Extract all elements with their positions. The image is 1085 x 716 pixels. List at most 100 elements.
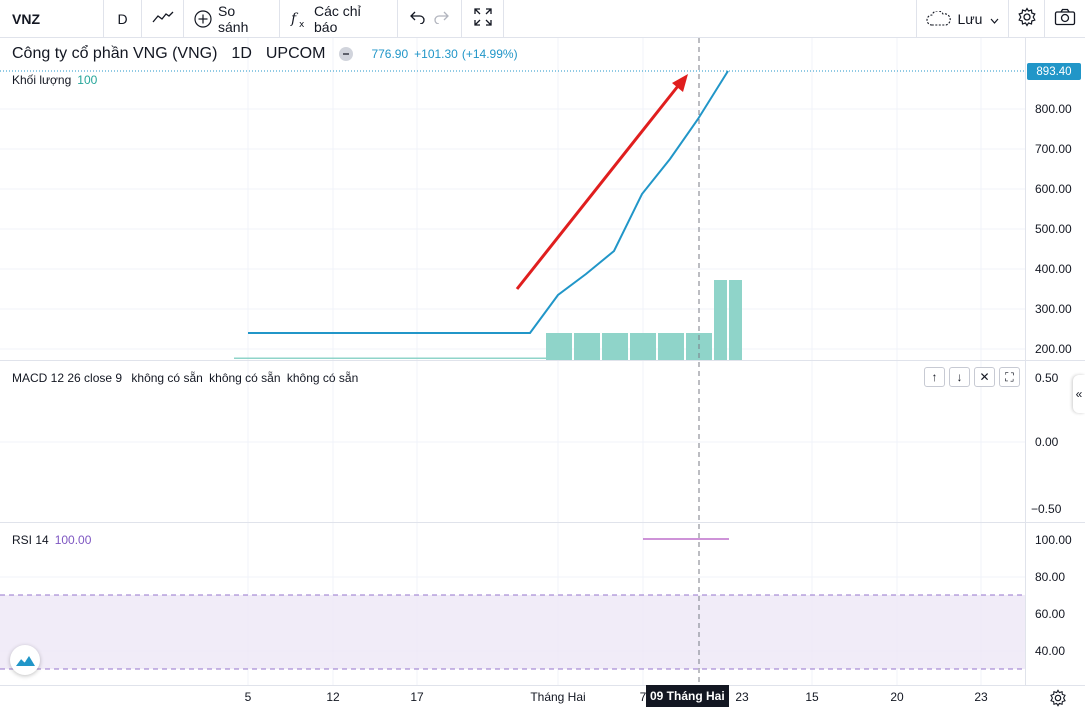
legend-exchange: UPCOM	[265, 45, 326, 62]
hide-legend-icon[interactable]	[339, 47, 354, 61]
interval-button[interactable]: D	[104, 0, 142, 37]
volume-bar	[602, 333, 628, 360]
price-tick: 200.00	[1035, 342, 1072, 356]
logo-icon[interactable]	[10, 645, 40, 675]
macd-scale-tick: −0.50	[1031, 502, 1062, 516]
macd-scale-tick: 0.00	[1035, 435, 1059, 449]
volume-label: Khối lượng	[12, 73, 72, 87]
toolbar-spacer	[504, 0, 917, 37]
close-icon: ✕	[979, 370, 990, 384]
time-tick: 15	[805, 690, 819, 704]
legend-change: +101.30	[414, 47, 458, 61]
chart-line-icon	[152, 10, 174, 27]
move-pane-down-button[interactable]: ↓	[949, 367, 970, 387]
compare-label: So sánh	[218, 2, 249, 35]
pane-controls: ↑ ↓ ✕ ⛶	[924, 367, 1020, 387]
volume-bar	[714, 280, 727, 360]
time-tick: 23	[735, 690, 749, 704]
collapse-icon[interactable]: «	[1073, 375, 1085, 413]
maximize-icon: ⛶	[1005, 369, 1014, 384]
arrow-down-icon: ↓	[956, 370, 963, 384]
legend-change-pct: (+14.99%)	[461, 47, 518, 61]
rsi-scale-tick: 100.00	[1035, 533, 1072, 547]
time-tick: 23	[974, 690, 988, 704]
current-price-badge: 893.40	[1027, 63, 1081, 80]
price-tick: 300.00	[1035, 302, 1072, 316]
indicators-label: Các chỉ báo	[314, 2, 361, 35]
rsi-band	[0, 595, 1025, 669]
time-tick: Tháng Hai	[530, 690, 586, 704]
volume-value: 100	[77, 73, 98, 87]
redo-icon[interactable]	[433, 10, 450, 27]
grid	[0, 38, 1025, 685]
svg-text:x: x	[299, 20, 305, 28]
camera-icon	[1054, 8, 1076, 29]
cloud-icon	[926, 10, 952, 27]
gear-icon	[1017, 7, 1037, 30]
axis-settings-gear-icon[interactable]	[1048, 688, 1068, 708]
save-button[interactable]: Lưu	[917, 0, 1009, 37]
volume-bars	[234, 280, 742, 360]
volume-legend[interactable]: Khối lượng 100	[12, 73, 97, 87]
volume-bar	[729, 280, 742, 360]
plus-circle-icon	[194, 9, 212, 28]
volume-bar	[546, 333, 572, 360]
price-tick: 400.00	[1035, 262, 1072, 276]
volume-bar	[630, 333, 656, 360]
price-tick: 800.00	[1035, 102, 1072, 116]
time-tick: 7	[639, 690, 647, 704]
arrow-up-icon: ↑	[931, 370, 938, 384]
undo-redo-group	[398, 0, 462, 37]
rsi-scale-tick: 60.00	[1035, 607, 1066, 621]
time-tick: 12	[326, 690, 340, 704]
volume-bar	[574, 333, 600, 360]
rsi-legend[interactable]: RSI 14 100.00	[12, 533, 91, 547]
main-legend: Công ty cổ phần VNG (VNG) 1D UPCOM 776.9…	[12, 45, 518, 63]
macd-histogram-value: không có sẵn	[286, 371, 359, 385]
undo-icon[interactable]	[409, 10, 426, 27]
price-tick: 500.00	[1035, 222, 1072, 236]
annotation-arrow[interactable]	[515, 74, 688, 290]
rsi-value: 100.00	[54, 533, 92, 547]
time-axis-border	[0, 685, 1085, 686]
rsi-label: RSI 14	[12, 533, 49, 547]
chevron-down-icon	[990, 11, 999, 27]
fullscreen-icon	[473, 7, 493, 30]
price-axis-border	[1025, 38, 1026, 686]
rsi-scale-tick: 40.00	[1035, 644, 1066, 658]
volume-bar	[686, 333, 712, 360]
settings-button[interactable]	[1009, 0, 1045, 37]
macd-label: MACD 12 26 close 9	[12, 371, 123, 385]
maximize-pane-button[interactable]: ⛶	[999, 367, 1020, 387]
fullscreen-button[interactable]	[462, 0, 504, 37]
symbol-title: Công ty cổ phần VNG (VNG)	[12, 45, 218, 62]
move-pane-up-button[interactable]: ↑	[924, 367, 945, 387]
volume-bar	[658, 333, 684, 360]
symbol-search-button[interactable]: VNZ	[0, 0, 104, 37]
macd-legend[interactable]: MACD 12 26 close 9 không có sẵn không có…	[12, 371, 358, 385]
legend-last-price: 776.90	[371, 47, 409, 61]
snapshot-button[interactable]	[1045, 0, 1085, 37]
save-label: Lưu	[957, 10, 983, 27]
macd-value: không có sẵn	[131, 371, 203, 385]
svg-text:f: f	[290, 11, 299, 27]
macd-scale-tick: 0.50	[1035, 371, 1059, 385]
compare-button[interactable]: So sánh	[184, 0, 280, 37]
chart-type-button[interactable]	[142, 0, 184, 37]
price-tick: 600.00	[1035, 182, 1072, 196]
macd-signal-value: không có sẵn	[209, 371, 281, 385]
close-pane-button[interactable]: ✕	[974, 367, 995, 387]
legend-interval: 1D	[231, 45, 252, 62]
price-line	[248, 70, 729, 334]
time-tick: 20	[890, 690, 904, 704]
time-tick: 5	[244, 690, 252, 704]
rsi-scale-tick: 80.00	[1035, 570, 1066, 584]
crosshair-time-badge: 09 Tháng Hai	[646, 685, 729, 707]
pane-separator-rsi[interactable]	[0, 522, 1085, 523]
time-tick: 17	[410, 690, 424, 704]
pane-separator-macd[interactable]	[0, 360, 1085, 361]
